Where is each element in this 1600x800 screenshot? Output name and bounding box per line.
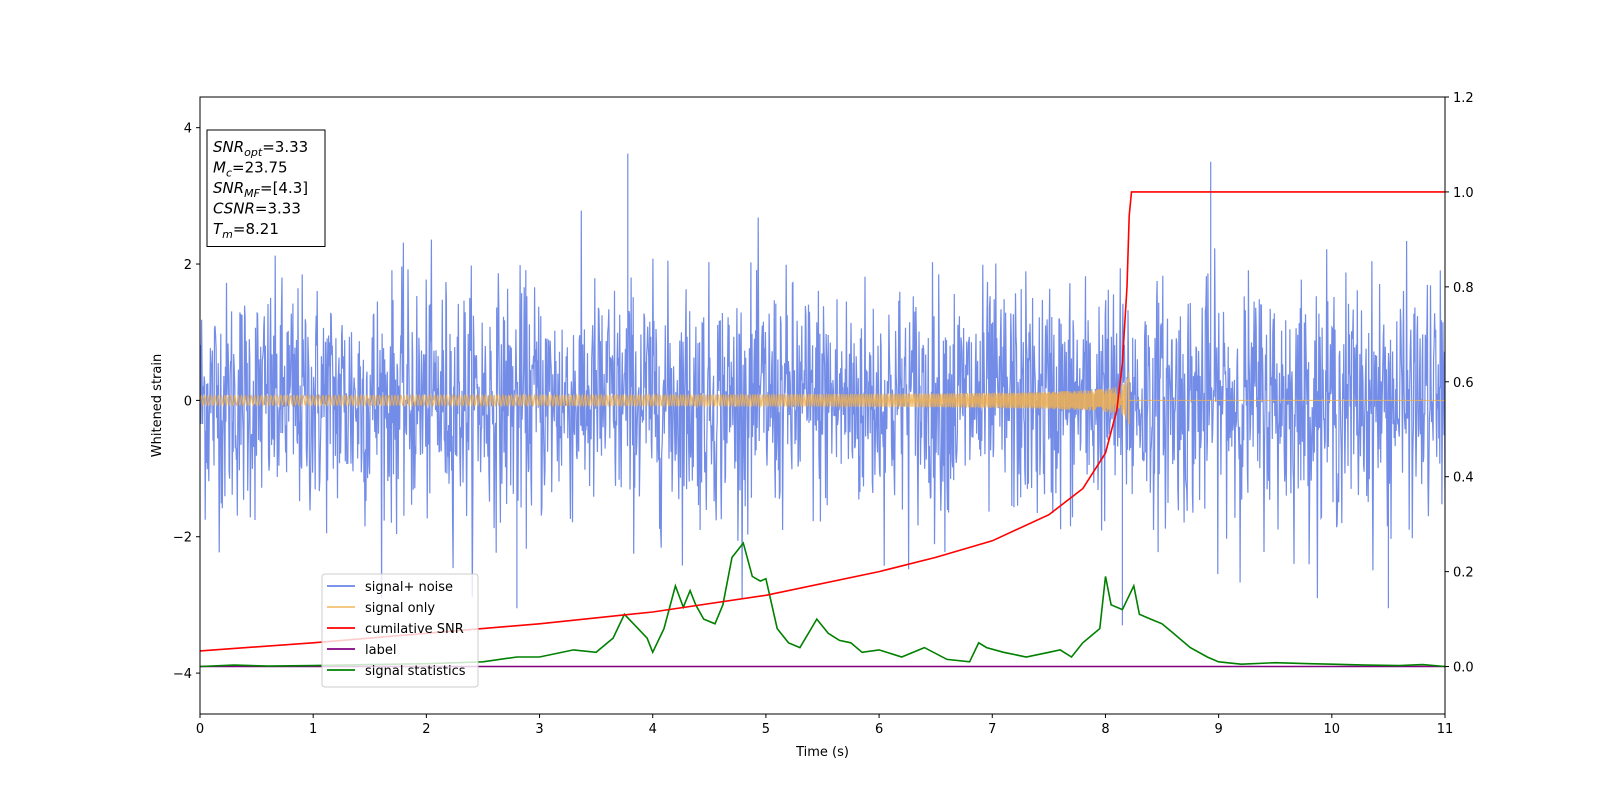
x-tick-label: 9: [1214, 722, 1222, 737]
y-tick-label: −2: [173, 531, 192, 546]
legend-label: signal only: [365, 601, 435, 616]
legend: signal+ noise signal only cumilative SNR la…: [321, 573, 479, 688]
axes-frame: [199, 96, 1446, 715]
x-tick-label: 6: [875, 722, 883, 737]
y-tick-label: 4: [184, 122, 192, 137]
y-tick-label: 2: [184, 258, 192, 273]
x-tick-label: 1: [309, 722, 317, 737]
x-tick-label: 2: [422, 722, 430, 737]
y2-tick-label: 0.2: [1453, 566, 1474, 581]
info-line: CSNR=3.33: [213, 200, 301, 218]
x-tick-label: 5: [762, 722, 770, 737]
x-tick-label: 10: [1324, 722, 1341, 737]
y-tick-label: −4: [173, 667, 192, 682]
legend-frame: [321, 573, 479, 688]
legend-label: signal+ noise: [365, 580, 453, 595]
info-line: Mc=23.75: [213, 159, 288, 180]
x-tick-label: 8: [1101, 722, 1109, 737]
x-tick-label: 11: [1437, 722, 1454, 737]
y-axis-label: Whitened strain: [150, 354, 165, 457]
y2-tick-label: 0.4: [1453, 471, 1474, 486]
y2-tick-label: 1.0: [1453, 186, 1474, 201]
series-signal-noise: [200, 153, 1445, 626]
legend-label: label: [365, 643, 396, 658]
y2-tick-label: 0.0: [1453, 661, 1474, 676]
x-tick-label: 7: [988, 722, 996, 737]
x-tick-label: 3: [535, 722, 543, 737]
info-box-frame: [206, 129, 326, 247]
y2-tick-label: 0.6: [1453, 376, 1474, 391]
legend-label: cumilative SNR: [365, 622, 464, 637]
y2-tick-label: 1.2: [1453, 91, 1474, 106]
series-cumulative-snr: [200, 191, 1445, 652]
info-line: SNRopt=3.33: [213, 138, 308, 159]
info-line: Tm=8.21: [213, 220, 279, 241]
series-signal-only: [200, 371, 1445, 425]
axis-ticks: 0 1 2 3 4 5 6 7 8 9 10 11 −4 −2 0 2 4 0.0 0.2 0.4 0.6 0.8 1.0 1…: [173, 91, 1474, 737]
info-line: SNRMF=[4.3]: [213, 179, 308, 200]
legend-label: signal statistics: [365, 664, 466, 679]
y2-tick-label: 0.8: [1453, 281, 1474, 296]
x-tick-label: 0: [196, 722, 204, 737]
series-signal-statistics: [200, 541, 1445, 668]
x-axis-label: Time (s): [795, 745, 849, 760]
x-tick-label: 4: [649, 722, 657, 737]
y-tick-label: 0: [184, 394, 192, 409]
